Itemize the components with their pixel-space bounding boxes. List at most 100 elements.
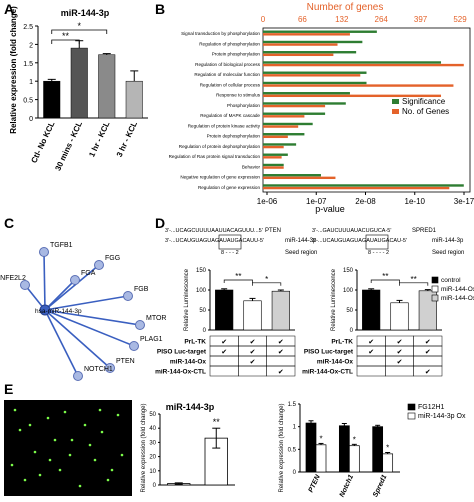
d-table-cell	[413, 355, 443, 367]
b-category-label: Protein phosphorylation	[212, 52, 261, 57]
a-significance-label: **	[62, 31, 70, 41]
b-bar-significance	[263, 133, 305, 136]
b-top-tick-label: 397	[414, 15, 428, 24]
d-table-row-label: miR-144-Ox	[317, 359, 354, 366]
c-hub-node	[39, 304, 51, 316]
d-significance-bracket	[223, 279, 253, 283]
panel-b-top-title: Number of genes	[307, 2, 384, 13]
d-table-cell	[266, 365, 296, 377]
d-significance-bracket	[252, 282, 282, 286]
b-category-label: Regulation of MAPK cascade	[200, 113, 260, 118]
d-table-check: ✔	[250, 359, 256, 366]
c-node	[39, 247, 49, 257]
d-gene-label: SPRED1	[412, 228, 437, 234]
b-category-label: Protein dephosphorylation	[207, 134, 261, 139]
d-ytick-label: 50	[199, 308, 206, 314]
b-category-label: Negative regulation of gene expression	[180, 175, 260, 180]
d-legend-label: miR-144-Ox-Ctl	[441, 295, 474, 302]
d-seed-box	[218, 234, 242, 250]
b-category-label: Regulation of gene expression	[198, 185, 261, 190]
d-ytick-label: 100	[343, 288, 354, 294]
d-table-cell	[356, 355, 386, 367]
b-top-tick-label: 529	[453, 15, 467, 24]
a-bar	[70, 47, 88, 119]
panel-letter-c: C	[4, 215, 14, 231]
e1-ytick-label: 10	[149, 469, 156, 475]
a-category-label: 3 hr - KCL	[115, 120, 139, 159]
e2-legend-label: FG12H1	[418, 404, 445, 411]
microscopy-cell-dot	[33, 450, 37, 454]
d-bar	[390, 302, 409, 331]
e2-bar	[372, 426, 384, 473]
d-table-check: ✔	[425, 349, 431, 356]
a-ytick-label: 2	[29, 42, 33, 49]
d-table-row-label: PrL-TK	[331, 339, 353, 346]
c-node-label: TGFB1	[50, 242, 73, 249]
b-category-label: Regulation of biological process	[195, 62, 261, 67]
d-significance-label: *	[265, 275, 268, 284]
b-legend-swatch	[392, 99, 399, 104]
d-table-check: ✔	[250, 339, 256, 346]
d-table-check: ✔	[368, 339, 374, 346]
a-ytick-label: 0	[29, 116, 33, 123]
c-node	[73, 371, 83, 381]
d-seq-mirna: 3'-...UCAUGUAGUAGAUAUGACAUU-5'	[165, 238, 264, 244]
c-hub-label: hsa-miR-144-3p	[35, 308, 82, 315]
c-node-label: FGG	[105, 255, 120, 262]
b-top-tick-label: 264	[375, 15, 389, 24]
microscopy-cell-dot	[116, 413, 120, 417]
microscopy-cell-dot	[58, 468, 62, 472]
d-bar	[271, 290, 290, 331]
e2-bar	[382, 453, 394, 473]
d-table-check: ✔	[221, 339, 227, 346]
microscopy-cell-dot	[106, 478, 110, 482]
microscopy-cell-dot	[83, 423, 87, 427]
c-edge	[44, 309, 141, 326]
e2-legend-swatch	[407, 412, 416, 420]
b-bar-genes	[263, 53, 334, 57]
d-seed-label: Seed region	[285, 250, 317, 256]
b-category-label: Regulation of cellular process	[200, 82, 261, 87]
d-gene-label: PTEN	[265, 228, 281, 234]
panel-e-charts: miR-144-3p Relative expression (fold cha…	[4, 400, 466, 498]
b-bar-genes	[263, 94, 442, 98]
c-node	[123, 291, 133, 301]
d-seed-range: 8 - - - - 2	[368, 250, 389, 256]
panel-a-title: miR-144-3p	[61, 8, 110, 18]
b-bar-significance	[263, 122, 313, 126]
microscopy-cell-dot	[120, 453, 124, 457]
panel-letter-b: B	[155, 1, 165, 17]
e2-star: *	[319, 434, 322, 443]
microscopy-cell-dot	[93, 458, 97, 462]
d-ylabel: Relative Luminescence	[184, 268, 190, 331]
d-ytick-label: 100	[196, 288, 207, 294]
d-table-check: ✔	[278, 349, 284, 356]
b-category-label: Phosphorylation	[227, 103, 260, 108]
c-edge	[44, 295, 129, 311]
microscopy-cell-dot	[10, 463, 14, 467]
d-table-check: ✔	[278, 369, 284, 376]
c-edge	[44, 309, 135, 347]
b-bar-significance	[263, 153, 288, 156]
c-edge	[44, 264, 100, 311]
c-edge	[44, 309, 111, 369]
e1-significance-label: **	[213, 417, 221, 427]
d-significance-bracket	[370, 279, 400, 283]
d-table-row-label: miR-144-Ox	[170, 359, 207, 366]
b-bar-genes	[263, 33, 350, 36]
b-bar-genes	[263, 84, 454, 87]
c-node	[70, 275, 80, 285]
microscopy-cell-dot	[98, 408, 102, 412]
d-table-cell	[209, 365, 239, 377]
b-top-tick-label: 66	[298, 15, 307, 24]
b-bar-significance	[263, 163, 284, 167]
panel-letter-a: A	[4, 1, 14, 17]
d-ytick-label: 0	[203, 328, 207, 334]
d-seed-box	[365, 234, 389, 250]
e2-ytick-label: 0	[293, 470, 297, 476]
b-top-tick-label: 0	[261, 15, 266, 24]
d-seq-target: 3'-...GAUCUUUAUACUGUCA-5'	[312, 228, 391, 234]
e2-ytick-label: 0.5	[288, 447, 297, 453]
d-ytick-label: 0	[350, 328, 354, 334]
